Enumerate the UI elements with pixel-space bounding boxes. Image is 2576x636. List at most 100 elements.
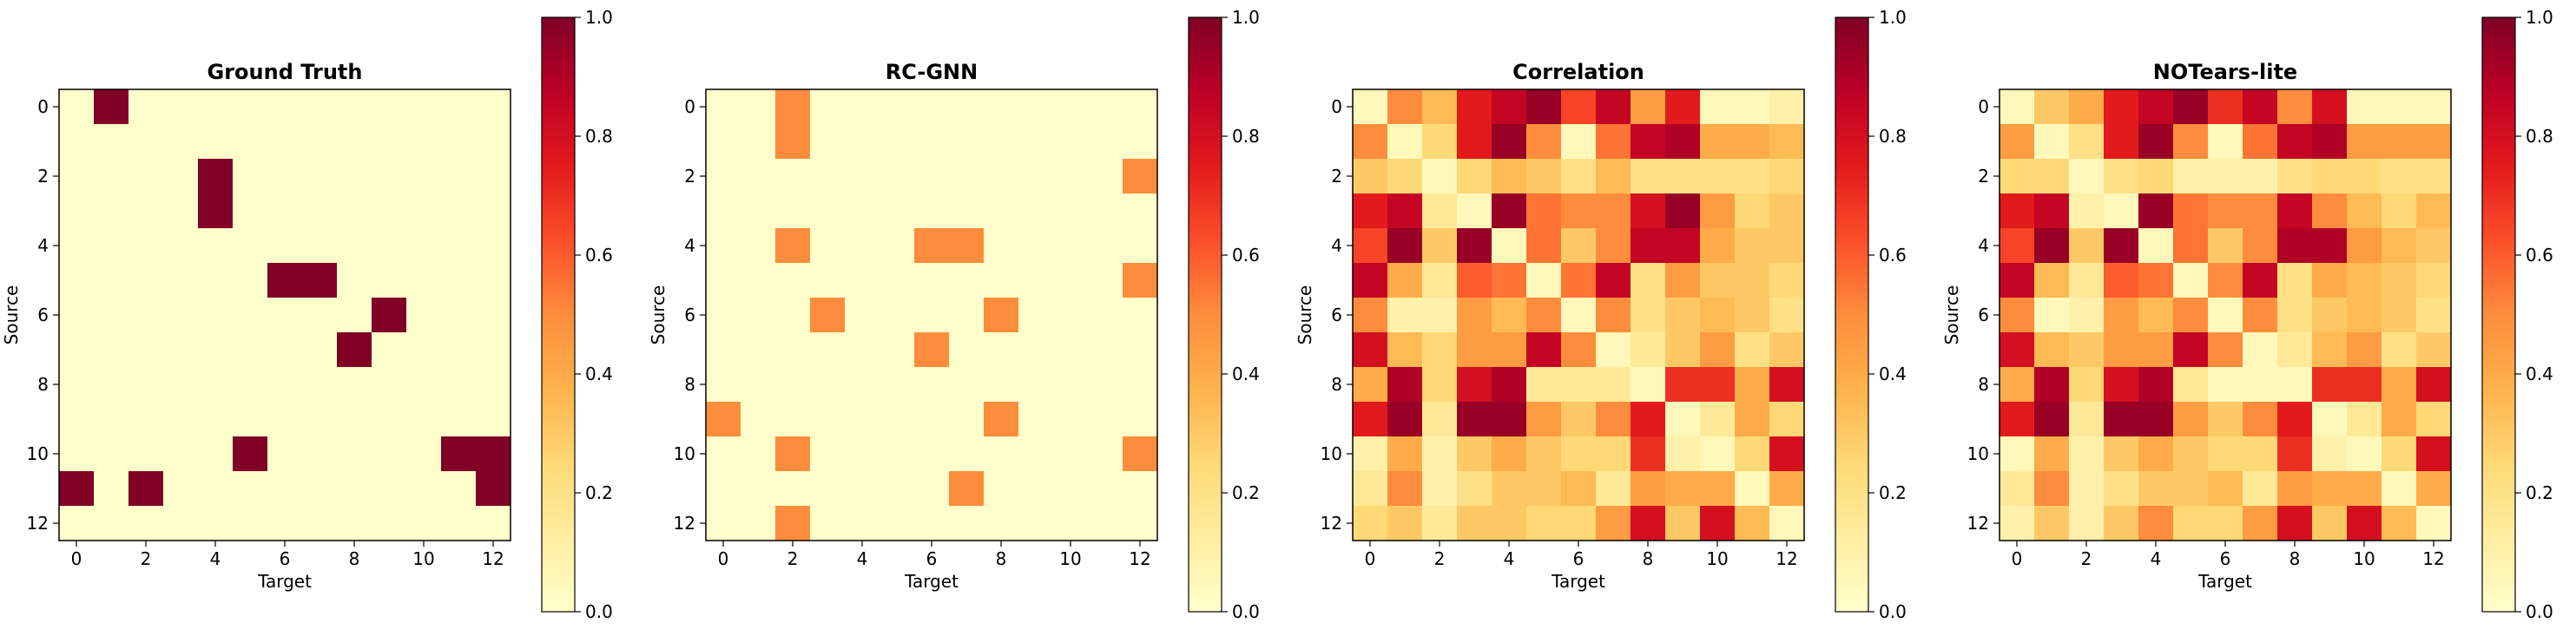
heatmap-cell [372, 228, 407, 264]
heatmap-cell [2347, 471, 2382, 507]
heatmap-cell [914, 159, 950, 194]
heatmap-cell [1422, 263, 1458, 298]
heatmap-cell [2208, 124, 2243, 160]
heatmap-cell [2069, 402, 2105, 437]
heatmap-cell [128, 506, 164, 541]
heatmap-cell [2000, 298, 2035, 333]
heatmap-cell [302, 332, 338, 368]
heatmap-cell [810, 332, 846, 368]
colorbar-tick-label: 1.0 [1879, 7, 1907, 28]
heatmap-cell [2173, 367, 2209, 403]
y-tick-label: 12 [27, 513, 49, 534]
heatmap-cell [2173, 436, 2209, 472]
heatmap-cell [1088, 332, 1123, 368]
heatmap-cell [2069, 193, 2105, 229]
heatmap-cell [198, 124, 234, 160]
heatmap-cell [1492, 367, 1527, 403]
heatmap-cell [1457, 89, 1492, 125]
heatmap-cell [2173, 402, 2209, 437]
heatmap-cell [1596, 436, 1631, 472]
heatmap-cell [1422, 228, 1458, 264]
heatmap-cell [372, 436, 407, 472]
heatmap-cell [1631, 506, 1666, 541]
x-tick-label: 0 [2012, 548, 2023, 569]
heatmap-cell [1561, 436, 1597, 472]
heatmap-cell [810, 471, 846, 507]
heatmap-cell [1735, 471, 1770, 507]
heatmap-cell [2382, 471, 2417, 507]
chart-title: Ground Truth [208, 60, 363, 84]
heatmap-cell [2138, 89, 2174, 125]
colorbar-tick-label: 0.6 [1879, 245, 1907, 266]
heatmap-cell [1492, 228, 1527, 264]
heatmap-cell [1631, 402, 1666, 437]
heatmap-cell [2312, 124, 2348, 160]
heatmap-cell [2034, 228, 2070, 264]
heatmap-cell [233, 506, 268, 541]
heatmap-cell [1526, 89, 1562, 125]
heatmap-cell [267, 298, 303, 333]
x-tick-label: 4 [1504, 548, 1515, 569]
heatmap-panel: Correlation 0 2 4 6 8 10 12 0 2 4 6 8 10 12 Target Sourc… [1295, 7, 1907, 622]
heatmap-cell [2104, 159, 2139, 194]
heatmap-cell [1769, 89, 1805, 125]
heatmap-cell [2034, 193, 2070, 229]
heatmap-cell [476, 402, 511, 437]
heatmap-cell [441, 228, 477, 264]
heatmap-cell [984, 367, 1019, 403]
x-tick-label: 12 [2422, 548, 2444, 569]
heatmap-cell [302, 402, 338, 437]
heatmap-cell [2243, 506, 2278, 541]
heatmap-cell [2243, 298, 2278, 333]
colorbar-tick-label: 0.8 [1879, 126, 1907, 147]
heatmap-cell [1387, 506, 1423, 541]
heatmap-cell [1123, 228, 1158, 264]
heatmap-cell [1422, 298, 1458, 333]
heatmap-cell [706, 193, 741, 229]
heatmap-cell [914, 193, 950, 229]
heatmap-cell [2347, 263, 2382, 298]
heatmap-cell [1053, 298, 1089, 333]
heatmap-cell [267, 89, 303, 125]
heatmap-cell [1088, 89, 1123, 125]
heatmap-cell [302, 228, 338, 264]
heatmap-cell [1018, 332, 1054, 368]
heatmap-cell [2069, 89, 2105, 125]
heatmap-cell [1353, 89, 1388, 125]
heatmap-cell [406, 471, 442, 507]
heatmap-cell [1769, 402, 1805, 437]
heatmap-cell [1457, 228, 1492, 264]
heatmap-cell [914, 506, 950, 541]
chart-title: NOTears-lite [2153, 60, 2297, 84]
heatmap-cell [1665, 506, 1701, 541]
heatmap-cell [2382, 89, 2417, 125]
heatmap-cell [1457, 436, 1492, 472]
heatmap-cell [845, 332, 880, 368]
heatmap-cell [1700, 332, 1736, 368]
heatmap-cell [2104, 263, 2139, 298]
heatmap-cell [302, 506, 338, 541]
x-tick-label: 6 [926, 548, 938, 569]
heatmap-cell [1088, 193, 1123, 229]
heatmap-cell [949, 402, 985, 437]
colorbar-tick-label: 0.4 [585, 364, 613, 384]
heatmap-cell [2347, 367, 2382, 403]
heatmap-cell [2138, 228, 2174, 264]
heatmap-cell [163, 89, 199, 125]
heatmap-cell [406, 89, 442, 125]
heatmap-cell [2243, 89, 2278, 125]
heatmap-cell [1665, 228, 1701, 264]
heatmap-cell [1700, 228, 1736, 264]
heatmap-cell [2104, 367, 2139, 403]
heatmap-cell [1492, 298, 1527, 333]
heatmap-cell [914, 367, 950, 403]
heatmap-cell [198, 193, 234, 229]
heatmap-cell [1353, 124, 1388, 160]
colorbar-tick-label: 0.4 [1879, 364, 1907, 384]
heatmap-cell [128, 124, 164, 160]
heatmap-cell [128, 471, 164, 507]
heatmap-cell [1700, 124, 1736, 160]
heatmap-cell [1387, 193, 1423, 229]
heatmap-cell [163, 332, 199, 368]
